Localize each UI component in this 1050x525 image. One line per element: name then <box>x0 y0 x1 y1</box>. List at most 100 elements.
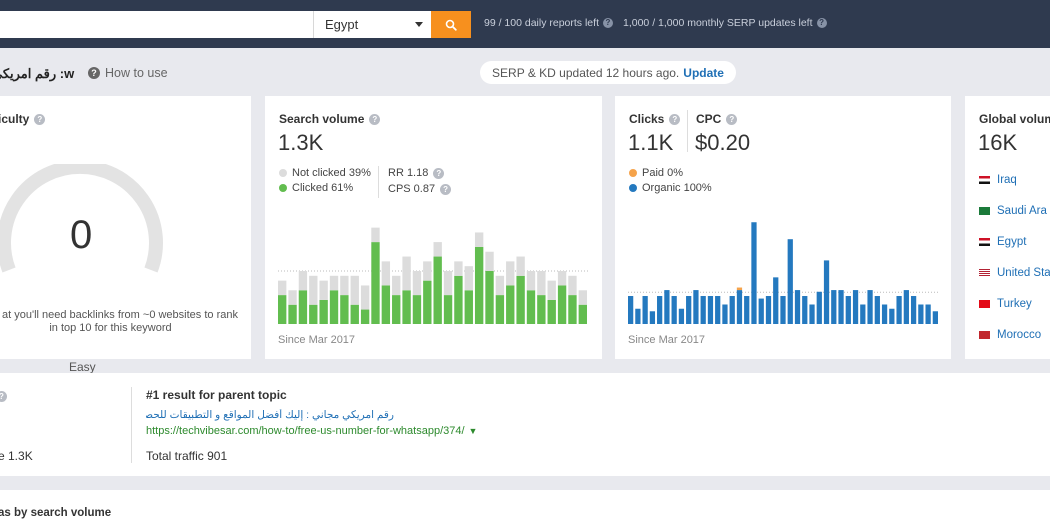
chart-bar-clicked[interactable] <box>537 295 546 324</box>
chart-bar-clicked[interactable] <box>309 304 318 324</box>
chart-bar-clicked[interactable] <box>329 290 339 324</box>
caret-down-icon[interactable]: ▼ <box>468 426 478 436</box>
chart-bar-clicked[interactable] <box>474 246 484 324</box>
chart-bar-clicked[interactable] <box>495 295 505 324</box>
chart-bar-clicked[interactable] <box>319 299 328 324</box>
chart-bar-clicked[interactable] <box>578 304 587 324</box>
help-icon[interactable]: ? <box>440 183 452 195</box>
chart-bar-organic[interactable] <box>765 296 772 324</box>
chart-bar-organic[interactable] <box>918 304 924 324</box>
keyword-search-input[interactable] <box>0 11 313 38</box>
chart-bar-organic[interactable] <box>809 304 815 324</box>
how-to-use-link[interactable]: ? How to use <box>88 66 168 80</box>
country-row-egypt[interactable]: Egypt <box>979 236 1026 248</box>
chart-bar-not-clicked[interactable] <box>309 275 318 305</box>
chart-bar-not-clicked[interactable] <box>578 290 587 305</box>
chart-bar-organic[interactable] <box>773 277 779 324</box>
chart-bar-not-clicked[interactable] <box>423 261 432 281</box>
chart-bar-not-clicked[interactable] <box>495 275 505 296</box>
chart-bar-not-clicked[interactable] <box>381 261 391 286</box>
chart-bar-organic[interactable] <box>816 291 822 324</box>
chart-bar-clicked[interactable] <box>278 295 287 324</box>
chart-bar-clicked[interactable] <box>402 290 411 324</box>
chart-bar-organic[interactable] <box>794 290 801 324</box>
chart-bar-organic[interactable] <box>729 296 735 324</box>
chart-bar-not-clicked[interactable] <box>506 261 515 286</box>
chart-bar-organic[interactable] <box>707 296 714 324</box>
chart-bar-organic[interactable] <box>744 296 750 324</box>
chart-bar-organic[interactable] <box>780 296 786 324</box>
chart-bar-organic[interactable] <box>700 296 706 324</box>
chart-bar-paid[interactable] <box>736 287 743 291</box>
chart-bar-organic[interactable] <box>758 298 764 324</box>
chart-bar-organic[interactable] <box>896 296 902 324</box>
chart-bar-clicked[interactable] <box>433 256 442 324</box>
chart-bar-not-clicked[interactable] <box>454 261 463 276</box>
help-icon[interactable]: ? <box>726 113 738 125</box>
chart-bar-not-clicked[interactable] <box>278 280 287 296</box>
chart-bar-organic[interactable] <box>751 222 757 324</box>
parent-topic-result-title[interactable]: رقم امريكي مجاني : إليك أفضل المواقع و ا… <box>146 409 394 421</box>
country-row-saudi-arabia[interactable]: Saudi Ara <box>979 205 1047 217</box>
chart-bar-not-clicked[interactable] <box>568 275 577 296</box>
chart-bar-organic[interactable] <box>889 308 895 324</box>
chart-bar-not-clicked[interactable] <box>298 271 308 291</box>
chart-bar-clicked[interactable] <box>350 304 359 324</box>
chart-bar-not-clicked[interactable] <box>319 280 328 300</box>
chart-bar-not-clicked[interactable] <box>547 280 556 300</box>
chart-bar-organic[interactable] <box>838 290 844 324</box>
chart-bar-not-clicked[interactable] <box>474 232 484 247</box>
help-icon[interactable]: ? <box>816 18 827 28</box>
chart-bar-not-clicked[interactable] <box>443 271 453 296</box>
country-row-united-states[interactable]: United Sta <box>979 267 1050 279</box>
chart-bar-clicked[interactable] <box>464 290 473 324</box>
chart-bar-organic[interactable] <box>722 304 728 324</box>
chart-bar-organic[interactable] <box>635 308 641 324</box>
chart-bar-not-clicked[interactable] <box>526 271 536 291</box>
chart-bar-organic[interactable] <box>903 290 909 324</box>
help-icon[interactable]: ? <box>433 167 445 179</box>
chart-bar-not-clicked[interactable] <box>537 271 546 296</box>
chart-bar-not-clicked[interactable] <box>288 290 297 305</box>
chart-bar-organic[interactable] <box>649 311 656 324</box>
chart-bar-clicked[interactable] <box>526 290 536 324</box>
chart-bar-organic[interactable] <box>686 296 692 324</box>
chart-bar-clicked[interactable] <box>392 295 401 324</box>
chart-bar-clicked[interactable] <box>506 285 515 324</box>
chart-bar-clicked[interactable] <box>371 242 380 324</box>
chart-bar-not-clicked[interactable] <box>464 266 473 291</box>
search-button[interactable] <box>431 11 471 38</box>
chart-bar-organic[interactable] <box>881 304 888 324</box>
chart-bar-clicked[interactable] <box>412 295 422 324</box>
chart-bar-organic[interactable] <box>932 311 938 324</box>
chart-bar-clicked[interactable] <box>423 280 432 324</box>
help-icon[interactable]: ? <box>369 113 381 125</box>
chart-bar-organic[interactable] <box>802 296 808 324</box>
chart-bar-organic[interactable] <box>657 296 663 324</box>
chart-bar-organic[interactable] <box>628 296 634 324</box>
help-icon[interactable]: ? <box>602 18 613 28</box>
chart-bar-clicked[interactable] <box>454 275 463 324</box>
chart-bar-clicked[interactable] <box>288 304 297 324</box>
country-row-iraq[interactable]: Iraq <box>979 174 1017 186</box>
help-icon[interactable]: ? <box>0 391 7 402</box>
chart-bar-not-clicked[interactable] <box>350 275 359 305</box>
chart-bar-organic[interactable] <box>823 260 830 324</box>
chart-bar-not-clicked[interactable] <box>392 275 401 296</box>
chart-bar-clicked[interactable] <box>340 295 349 324</box>
chart-bar-clicked[interactable] <box>568 295 577 324</box>
chart-bar-organic[interactable] <box>831 290 837 324</box>
chart-bar-organic[interactable] <box>910 296 917 324</box>
chart-bar-not-clicked[interactable] <box>340 275 349 296</box>
chart-bar-organic[interactable] <box>845 296 851 324</box>
update-link[interactable]: Update <box>683 65 724 80</box>
chart-bar-clicked[interactable] <box>360 309 370 324</box>
chart-bar-clicked[interactable] <box>381 285 391 324</box>
chart-bar-not-clicked[interactable] <box>516 256 525 276</box>
chart-bar-not-clicked[interactable] <box>329 275 339 291</box>
chart-bar-organic[interactable] <box>852 290 859 324</box>
country-row-turkey[interactable]: Turkey <box>979 298 1032 310</box>
chart-bar-clicked[interactable] <box>485 271 494 324</box>
chart-bar-not-clicked[interactable] <box>557 271 567 286</box>
chart-bar-not-clicked[interactable] <box>412 271 422 296</box>
